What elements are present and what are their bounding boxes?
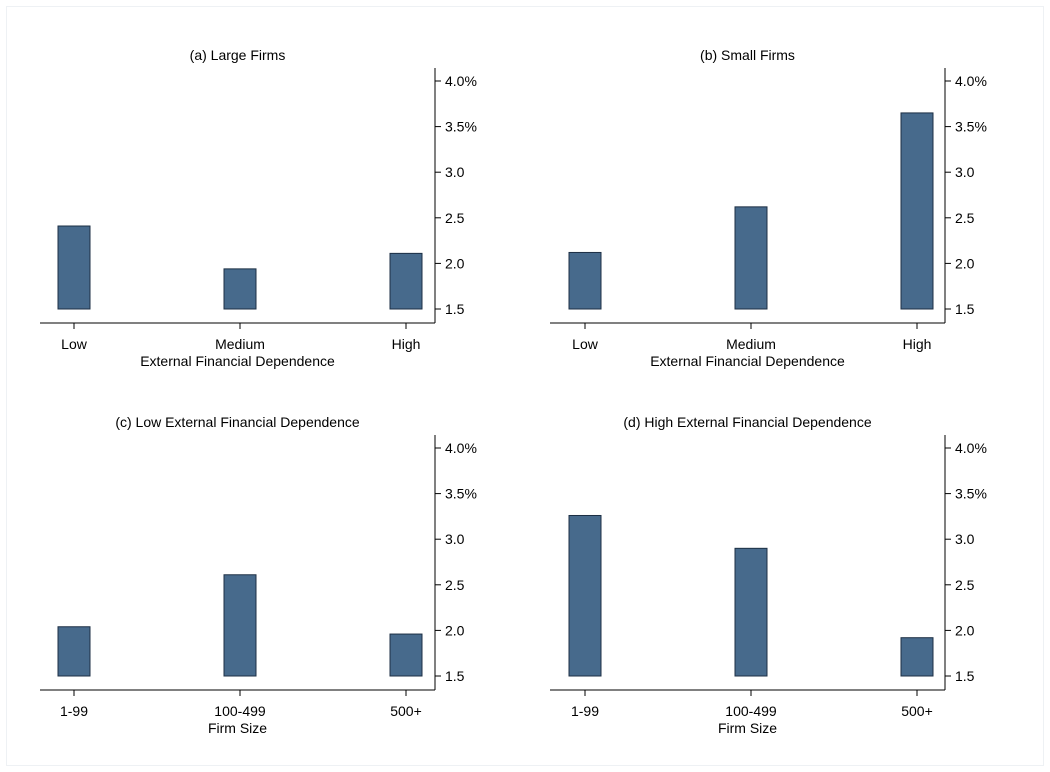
panel-title: (b) Small Firms — [700, 47, 795, 63]
bar-Medium — [223, 268, 257, 310]
panel-title: (a) Large Firms — [190, 47, 286, 63]
x-tick-label: Medium — [215, 336, 265, 352]
y-tick-label: 1.5 — [955, 301, 975, 317]
x-tick-label: High — [903, 336, 932, 352]
x-tick-label: High — [392, 336, 421, 352]
x-axis-label: External Financial Dependence — [140, 353, 335, 369]
x-tick-label: 500+ — [390, 703, 422, 719]
panel-a: (a) Large Firms Low Medium High External Fin… — [40, 47, 477, 369]
y-tick-label: 2.0 — [955, 255, 975, 271]
bar-500+ — [389, 633, 423, 677]
x-tick-label: 1-99 — [60, 703, 88, 719]
y-tick-label: 3.0 — [955, 531, 975, 547]
panel-b: (b) Small Firms Low Medium High External Fin… — [550, 47, 987, 369]
x-axis-label: Firm Size — [208, 720, 267, 736]
panel-title: (d) High External Financial Dependence — [623, 414, 871, 430]
bar-500+ — [900, 637, 934, 677]
y-tick-label: 4.0% — [955, 73, 987, 89]
y-tick-label: 2.0 — [445, 255, 465, 271]
x-tick-label: 100-499 — [214, 703, 266, 719]
y-tick-label: 3.5% — [445, 119, 477, 135]
bar-100-499 — [734, 547, 768, 677]
x-tick-label: 500+ — [901, 703, 933, 719]
bar-Low — [57, 225, 91, 310]
panel-title: (c) Low External Financial Dependence — [115, 414, 360, 430]
y-tick-label: 2.0 — [955, 622, 975, 638]
bar-1-99 — [568, 514, 602, 677]
x-axis-label: Firm Size — [718, 720, 777, 736]
y-tick-label: 2.5 — [955, 210, 975, 226]
y-tick-label: 3.0 — [445, 164, 465, 180]
y-tick-label: 2.5 — [955, 577, 975, 593]
bar-High — [900, 112, 934, 310]
bar-Medium — [734, 206, 768, 310]
panel-d: (d) High External Financial Dependence 1-… — [550, 414, 987, 736]
y-tick-label: 3.0 — [955, 164, 975, 180]
bar-100-499 — [223, 574, 257, 677]
x-tick-label: 100-499 — [725, 703, 777, 719]
y-tick-label: 2.5 — [445, 577, 465, 593]
x-tick-label: Medium — [726, 336, 776, 352]
bar-Low — [568, 251, 602, 310]
bar-1-99 — [57, 626, 91, 677]
bar-High — [389, 252, 423, 310]
y-tick-label: 1.5 — [445, 301, 465, 317]
y-tick-label: 4.0% — [445, 440, 477, 456]
x-axis-label: External Financial Dependence — [650, 353, 845, 369]
y-tick-label: 4.0% — [445, 73, 477, 89]
y-tick-label: 4.0% — [955, 440, 987, 456]
panel-c: (c) Low External Financial Dependence 1-9… — [40, 414, 477, 736]
y-tick-label: 1.5 — [955, 668, 975, 684]
y-tick-label: 2.0 — [445, 622, 465, 638]
x-tick-label: Low — [61, 336, 88, 352]
y-tick-label: 3.5% — [955, 486, 987, 502]
x-tick-label: 1-99 — [571, 703, 599, 719]
x-tick-label: Low — [572, 336, 599, 352]
figure-frame — [6, 6, 1044, 766]
y-tick-label: 2.5 — [445, 210, 465, 226]
y-tick-label: 3.5% — [445, 486, 477, 502]
y-tick-label: 3.5% — [955, 119, 987, 135]
y-tick-label: 1.5 — [445, 668, 465, 684]
y-tick-label: 3.0 — [445, 531, 465, 547]
